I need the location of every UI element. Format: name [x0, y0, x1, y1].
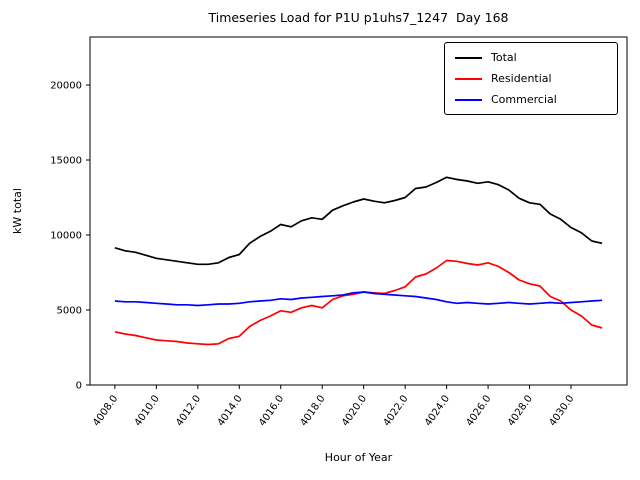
- y-tick-label: 15000: [50, 156, 82, 167]
- x-tick-label: 4020.0: [340, 393, 369, 428]
- y-tick-label: 5000: [57, 306, 82, 317]
- total-line-sample: [455, 56, 482, 59]
- chart-title: Timeseries Load for P1U p1uhs7_1247 Day …: [208, 10, 509, 25]
- x-tick-label: 4028.0: [506, 393, 535, 428]
- legend-entry-residential: Residential: [455, 72, 607, 85]
- legend-entry-total: Total: [455, 51, 607, 64]
- x-tick-label: 4012.0: [174, 393, 203, 428]
- legend-label-commercial: Commercial: [491, 93, 557, 106]
- total-line: [114, 176, 603, 266]
- x-tick-label: 4010.0: [133, 393, 162, 428]
- commercial-line-sample: [455, 98, 482, 101]
- x-tick-label: 4024.0: [423, 393, 452, 428]
- residential-line: [114, 259, 603, 346]
- legend-entry-commercial: Commercial: [455, 93, 607, 106]
- y-tick-label: 10000: [50, 231, 82, 242]
- x-tick-label: 4016.0: [257, 393, 286, 428]
- legend-label-total: Total: [491, 51, 517, 64]
- x-tick-label: 4022.0: [382, 393, 411, 428]
- legend-label-residential: Residential: [491, 72, 552, 85]
- residential-line-sample: [455, 77, 482, 80]
- commercial-line: [114, 291, 603, 307]
- legend: Total Residential Commercial: [444, 42, 618, 115]
- plot-frame: [89, 36, 628, 386]
- x-tick-label: 4014.0: [216, 393, 245, 428]
- y-tick-label: 0: [76, 381, 82, 392]
- x-tick-label: 4008.0: [91, 393, 120, 428]
- x-tick-label: 4026.0: [464, 393, 493, 428]
- y-tick-label: 20000: [50, 81, 82, 92]
- y-axis-label: kW total: [11, 188, 24, 234]
- x-tick-label: 4018.0: [299, 393, 328, 428]
- x-tick-label: 4030.0: [547, 393, 576, 428]
- x-axis-label: Hour of Year: [324, 451, 393, 464]
